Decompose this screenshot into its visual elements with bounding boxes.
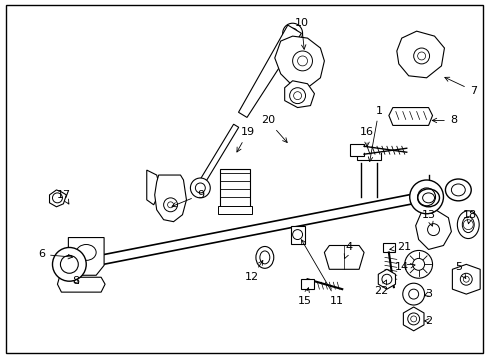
Polygon shape <box>324 246 364 269</box>
Text: 4: 4 <box>344 243 352 258</box>
Polygon shape <box>388 108 432 125</box>
Circle shape <box>52 247 86 281</box>
Circle shape <box>404 251 432 278</box>
Polygon shape <box>274 36 324 88</box>
Text: 15: 15 <box>297 288 311 306</box>
Circle shape <box>163 198 177 212</box>
Polygon shape <box>284 81 314 108</box>
Text: 16: 16 <box>359 127 373 147</box>
Text: 2: 2 <box>424 316 431 326</box>
Polygon shape <box>403 307 423 331</box>
Bar <box>290 226 304 243</box>
Polygon shape <box>396 31 444 78</box>
Circle shape <box>412 258 424 270</box>
Polygon shape <box>154 175 186 222</box>
Polygon shape <box>238 25 301 117</box>
Ellipse shape <box>76 244 96 260</box>
Polygon shape <box>451 264 479 294</box>
Circle shape <box>427 224 439 235</box>
Text: 19: 19 <box>236 127 255 152</box>
Polygon shape <box>57 277 105 292</box>
Text: 18: 18 <box>462 210 476 224</box>
Text: 14: 14 <box>394 262 414 272</box>
Text: 8: 8 <box>431 116 456 126</box>
Text: 8: 8 <box>73 276 80 286</box>
Circle shape <box>409 180 443 214</box>
Ellipse shape <box>445 179 470 201</box>
Circle shape <box>292 51 312 71</box>
Ellipse shape <box>255 247 273 268</box>
Text: 6: 6 <box>38 249 72 260</box>
Ellipse shape <box>417 189 439 207</box>
Text: 7: 7 <box>444 77 476 96</box>
Bar <box>382 243 394 252</box>
Text: 1: 1 <box>367 105 382 162</box>
Text: 5: 5 <box>454 262 465 278</box>
Text: 10: 10 <box>294 18 308 49</box>
Polygon shape <box>49 190 66 207</box>
Circle shape <box>190 178 210 198</box>
Circle shape <box>459 273 471 285</box>
Circle shape <box>402 283 424 305</box>
Bar <box>300 279 314 289</box>
Circle shape <box>413 48 428 64</box>
Bar <box>218 206 251 214</box>
Bar <box>220 169 249 207</box>
Circle shape <box>289 88 305 104</box>
Bar <box>349 144 364 156</box>
Polygon shape <box>378 269 395 289</box>
Polygon shape <box>415 210 450 249</box>
Text: 13: 13 <box>421 210 435 226</box>
Text: 17: 17 <box>56 190 70 204</box>
Text: 11: 11 <box>301 240 344 306</box>
Bar <box>356 150 380 160</box>
Polygon shape <box>146 170 161 205</box>
Text: 12: 12 <box>244 261 262 282</box>
Circle shape <box>292 230 302 239</box>
Text: 9: 9 <box>172 190 203 207</box>
Text: 22: 22 <box>373 280 387 296</box>
Text: 21: 21 <box>389 243 410 252</box>
Text: 3: 3 <box>424 289 431 299</box>
Polygon shape <box>197 124 238 186</box>
Circle shape <box>52 193 62 203</box>
Polygon shape <box>68 238 104 275</box>
Text: 20: 20 <box>260 116 286 143</box>
Ellipse shape <box>456 211 478 239</box>
Circle shape <box>282 23 302 43</box>
